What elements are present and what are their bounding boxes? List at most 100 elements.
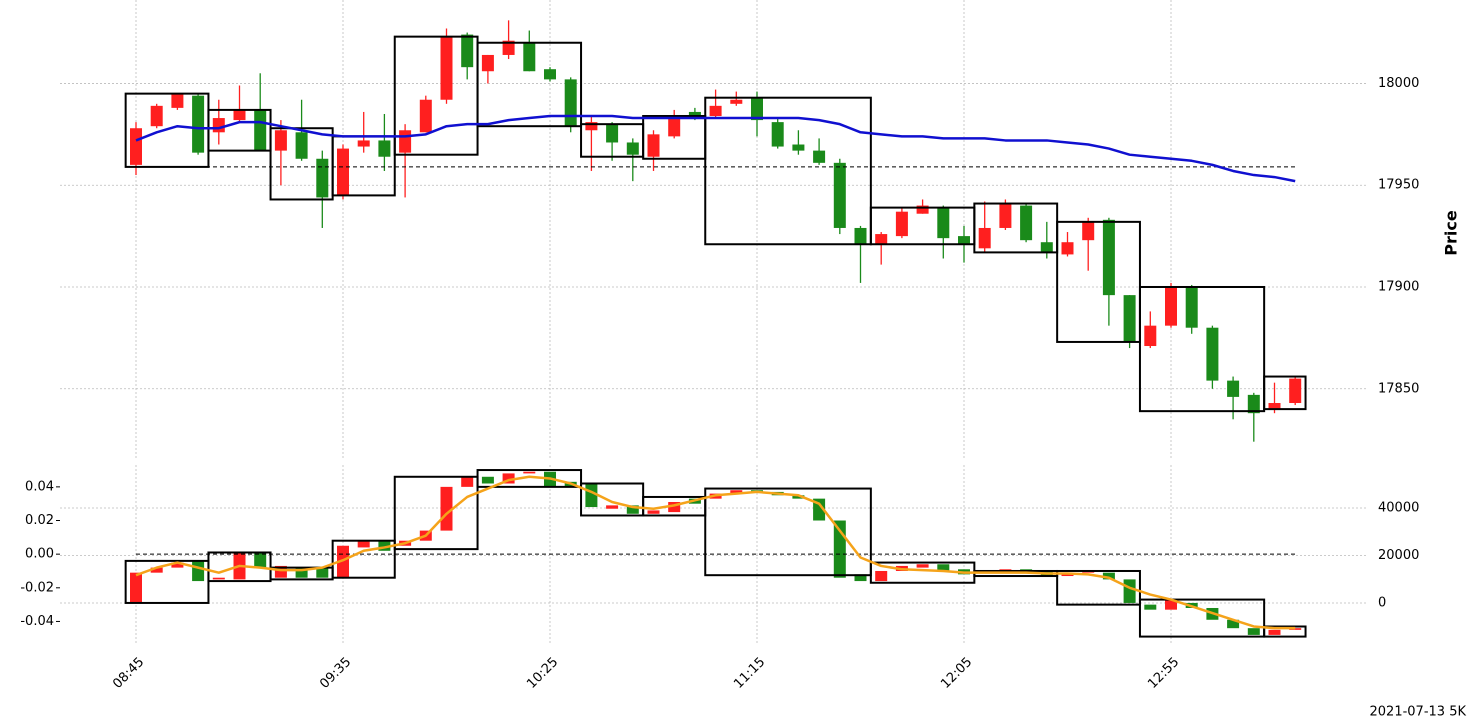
candle-body <box>1227 380 1240 397</box>
candle-body <box>399 130 412 153</box>
box <box>1263 625 1307 638</box>
candle-body <box>233 109 246 121</box>
candle-body <box>585 122 598 131</box>
candle-body <box>150 105 163 127</box>
box <box>1263 375 1307 411</box>
x-tick-label: 11:15 <box>731 655 768 692</box>
y2-tick-label: 40000 <box>1378 500 1419 515</box>
candle-body <box>1268 629 1281 635</box>
x-tick-label: 08:45 <box>110 655 147 692</box>
x-tick-label: 12:55 <box>1145 655 1182 692</box>
candle-body <box>1102 219 1115 296</box>
candle-body <box>461 476 474 487</box>
y-tick-label: 0.00 <box>25 547 54 562</box>
candle-body <box>668 118 681 137</box>
candle-body <box>274 130 287 151</box>
candle-body <box>668 502 681 513</box>
candle-body <box>564 79 577 127</box>
candle-body <box>606 505 619 509</box>
candle-body <box>461 34 474 68</box>
candle-body <box>1123 579 1136 603</box>
candle-body <box>626 505 639 514</box>
caption: 2021-07-13 5K <box>1370 705 1467 720</box>
candle-body <box>833 162 846 228</box>
candle-body <box>440 36 453 100</box>
candle-body <box>626 142 639 155</box>
candle-body <box>1268 403 1281 410</box>
candle-body <box>254 552 267 568</box>
candle-body <box>378 140 391 157</box>
candle-body <box>1247 628 1260 635</box>
candle-body <box>895 211 908 237</box>
candle-body <box>481 54 494 72</box>
candle-body <box>647 134 660 157</box>
candle-body <box>730 99 743 104</box>
candle-body <box>316 567 329 578</box>
candle-body <box>481 476 494 484</box>
candle-body <box>875 234 888 245</box>
x-tick-label: 09:35 <box>317 655 354 692</box>
y-axis-label: Price <box>1442 210 1461 256</box>
candle-body <box>1123 295 1136 342</box>
candle-body <box>1061 242 1074 255</box>
candle-body <box>316 158 329 198</box>
box <box>1138 598 1266 638</box>
candle-body <box>792 495 805 499</box>
y-tick-label: 17850 <box>1378 381 1419 396</box>
candle-body <box>150 567 163 573</box>
candle-body <box>212 118 225 133</box>
candle-body <box>192 95 205 153</box>
box <box>393 475 479 551</box>
candle-body <box>295 567 308 578</box>
candle-body <box>1247 394 1260 414</box>
candle-body <box>523 42 536 72</box>
candle-body <box>606 124 619 143</box>
candle-body <box>999 203 1012 228</box>
box <box>476 469 583 488</box>
box <box>1056 220 1141 343</box>
candle-body <box>1144 604 1157 610</box>
candle-body <box>854 227 867 245</box>
box <box>704 487 872 577</box>
y2-tick-label: 0 <box>1378 596 1386 611</box>
candle-body <box>357 140 370 147</box>
candle-body <box>854 574 867 582</box>
candle-body <box>771 122 784 147</box>
y-tick-label: 0.02 <box>25 513 54 528</box>
candle-body <box>916 564 929 568</box>
candle-body <box>171 562 184 568</box>
candle-body <box>1040 242 1053 253</box>
candle-body <box>523 471 536 474</box>
candle-body <box>730 490 743 494</box>
candle-body <box>1165 286 1177 326</box>
box <box>1138 285 1266 413</box>
candle-body <box>978 227 991 249</box>
candle-body <box>751 97 763 121</box>
candle-body <box>709 105 722 117</box>
candle-body <box>274 565 287 578</box>
y-tick-label: -0.02 <box>20 580 54 595</box>
candle-body <box>1144 325 1157 347</box>
candle-body <box>1102 572 1115 580</box>
x-tick-label: 10:25 <box>524 655 561 692</box>
box <box>704 96 872 246</box>
candle-body <box>1185 286 1198 328</box>
candle-body <box>916 205 929 214</box>
candle-body <box>937 207 950 239</box>
candle-body <box>130 128 142 165</box>
candle-body <box>337 148 349 196</box>
candle-body <box>440 486 453 531</box>
box <box>1056 569 1141 606</box>
y-tick-label: 18000 <box>1378 76 1419 91</box>
candle-body <box>357 540 370 548</box>
x-tick-label: 12:05 <box>938 655 975 692</box>
indicator-line <box>135 475 1296 630</box>
candle-body <box>1082 221 1095 241</box>
moving-average-line <box>135 114 1296 183</box>
candle-body <box>171 93 184 108</box>
candle-body <box>254 109 267 151</box>
box <box>476 41 583 128</box>
y-tick-label: 17950 <box>1378 178 1419 193</box>
candle-body <box>295 132 308 159</box>
